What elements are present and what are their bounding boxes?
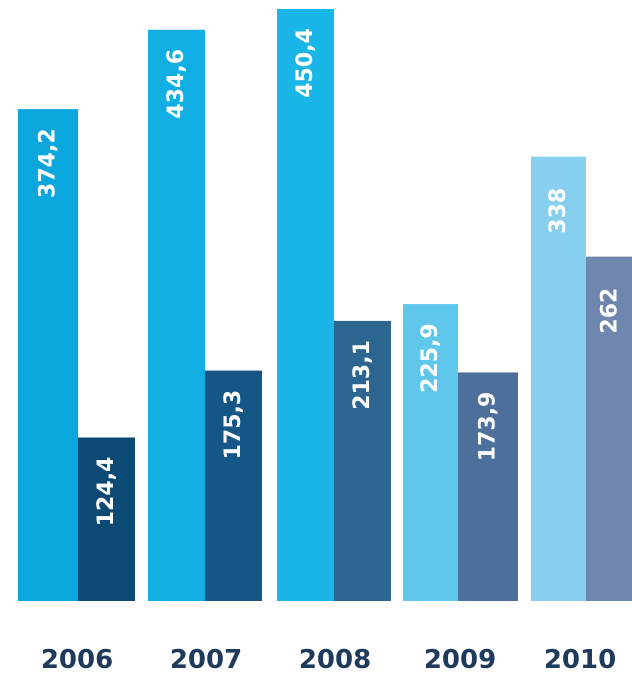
value-label-s2-2007: 175,3: [221, 390, 246, 460]
category-label-2009: 2009: [424, 645, 496, 673]
value-label-s2-2010: 262: [598, 288, 623, 334]
bar-s2-2010: [586, 256, 632, 601]
bar-s1-2008: [277, 9, 334, 601]
bar-s1-2006: [18, 109, 78, 601]
value-label-s2-2009: 173,9: [476, 392, 501, 462]
category-label-2008: 2008: [299, 645, 371, 673]
value-label-s1-2007: 434,6: [164, 49, 189, 119]
bar-s2-2007: [205, 370, 262, 601]
bar-labels-group: 374,2 124,4 434,6 175,3 450,4 213,1 225,9 173,9…: [36, 28, 623, 526]
bar-s1-2010: [531, 156, 586, 601]
bar-s1-2009: [403, 304, 458, 601]
category-label-2010: 2010: [544, 645, 616, 673]
bar-s2-2009: [458, 372, 518, 601]
bars-group: [18, 9, 632, 601]
value-label-s1-2008: 450,4: [293, 28, 318, 98]
bar-s2-2006: [78, 437, 135, 601]
category-label-2006: 2006: [41, 645, 113, 673]
value-label-s2-2006: 124,4: [94, 457, 119, 527]
category-label-2007: 2007: [170, 645, 242, 673]
category-labels-group: 2006 2007 2008 2009 2010: [41, 645, 616, 673]
value-label-s1-2010: 338: [546, 188, 571, 234]
value-label-s1-2006: 374,2: [36, 128, 61, 198]
bar-s1-2007: [148, 29, 205, 601]
bar-s2-2008: [334, 320, 391, 601]
value-label-s2-2008: 213,1: [350, 340, 375, 410]
value-label-s1-2009: 225,9: [418, 323, 443, 393]
